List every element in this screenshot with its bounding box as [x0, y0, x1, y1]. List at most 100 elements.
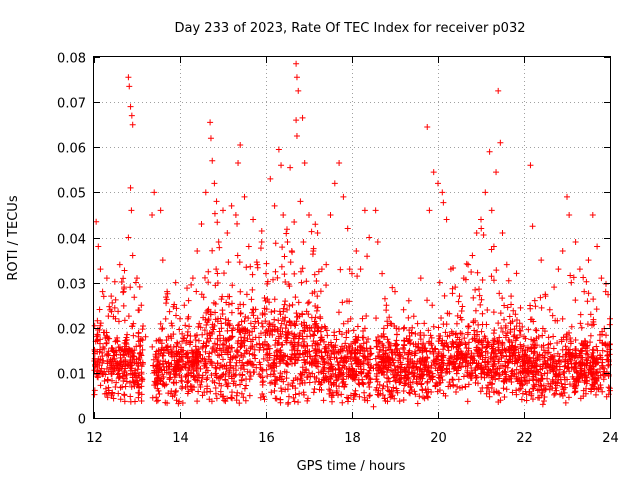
data-point — [120, 289, 127, 296]
data-point — [296, 380, 303, 387]
x-tick-label: 14 — [172, 431, 189, 446]
data-point — [289, 301, 296, 308]
data-point — [291, 360, 298, 367]
data-point — [131, 383, 138, 390]
data-point — [97, 336, 104, 343]
data-point — [247, 338, 254, 345]
data-point — [304, 358, 311, 365]
data-point — [107, 306, 114, 313]
data-point — [118, 279, 125, 286]
data-point — [93, 333, 100, 340]
data-point — [206, 350, 213, 357]
data-point — [236, 321, 243, 328]
data-point — [324, 332, 331, 339]
data-point — [513, 317, 520, 324]
data-points — [91, 60, 613, 410]
data-point — [576, 266, 583, 273]
data-point — [342, 340, 349, 347]
data-point — [568, 323, 575, 330]
data-point — [425, 327, 432, 334]
data-point — [211, 210, 218, 217]
data-point — [339, 299, 346, 306]
data-point — [106, 335, 113, 342]
data-point — [325, 378, 332, 385]
data-point — [319, 336, 326, 343]
data-point — [270, 276, 277, 283]
data-point — [112, 296, 119, 303]
data-point — [393, 331, 400, 338]
data-point — [199, 372, 206, 379]
data-point — [199, 344, 206, 351]
data-point — [343, 358, 350, 365]
data-point — [277, 324, 284, 331]
data-point — [209, 377, 216, 384]
data-point — [300, 342, 307, 349]
data-point — [373, 343, 380, 350]
data-point — [238, 341, 245, 348]
data-point — [304, 397, 311, 404]
data-point — [253, 341, 260, 348]
data-point — [136, 389, 143, 396]
data-point — [393, 341, 400, 348]
data-point — [361, 207, 368, 214]
data-point — [293, 132, 300, 139]
data-point — [386, 340, 393, 347]
data-point — [187, 333, 194, 340]
data-point — [121, 339, 128, 346]
data-point — [478, 225, 485, 232]
data-point — [499, 229, 506, 236]
data-point — [166, 363, 173, 370]
data-point — [335, 361, 342, 368]
data-point — [115, 344, 122, 351]
data-point — [292, 385, 299, 392]
data-point — [317, 288, 324, 295]
data-point — [109, 389, 116, 396]
data-point — [195, 388, 202, 395]
data-point — [391, 362, 398, 369]
data-point — [193, 288, 200, 295]
data-point — [130, 378, 137, 385]
data-point — [158, 326, 165, 333]
data-point — [321, 358, 328, 365]
data-point — [126, 83, 133, 90]
data-point — [197, 381, 204, 388]
data-point — [277, 370, 284, 377]
data-point — [322, 348, 329, 355]
data-point — [276, 308, 283, 315]
data-point — [554, 339, 561, 346]
data-point — [181, 334, 188, 341]
data-point — [285, 393, 292, 400]
data-point — [127, 103, 134, 110]
data-point — [207, 311, 214, 318]
data-point — [281, 301, 288, 308]
data-point — [318, 379, 325, 386]
data-point — [205, 279, 212, 286]
data-point — [247, 263, 254, 270]
data-point — [163, 300, 170, 307]
data-point — [241, 193, 248, 200]
data-point — [459, 303, 466, 310]
data-point — [327, 339, 334, 346]
data-point — [285, 281, 292, 288]
data-point — [357, 360, 364, 367]
data-point — [315, 378, 322, 385]
data-point — [276, 360, 283, 367]
data-point — [306, 327, 313, 334]
data-point — [296, 313, 303, 320]
data-point — [359, 315, 366, 322]
data-point — [99, 288, 106, 295]
data-point — [559, 315, 566, 322]
data-point — [501, 394, 508, 401]
data-point — [125, 313, 132, 320]
data-point — [251, 346, 258, 353]
data-point — [270, 359, 277, 366]
data-point — [355, 356, 362, 363]
data-point — [464, 398, 471, 405]
data-point — [135, 381, 142, 388]
data-point — [538, 257, 545, 264]
data-point — [236, 400, 243, 407]
data-point — [154, 363, 161, 370]
data-point — [414, 320, 421, 327]
data-point — [320, 397, 327, 404]
data-point — [240, 326, 247, 333]
